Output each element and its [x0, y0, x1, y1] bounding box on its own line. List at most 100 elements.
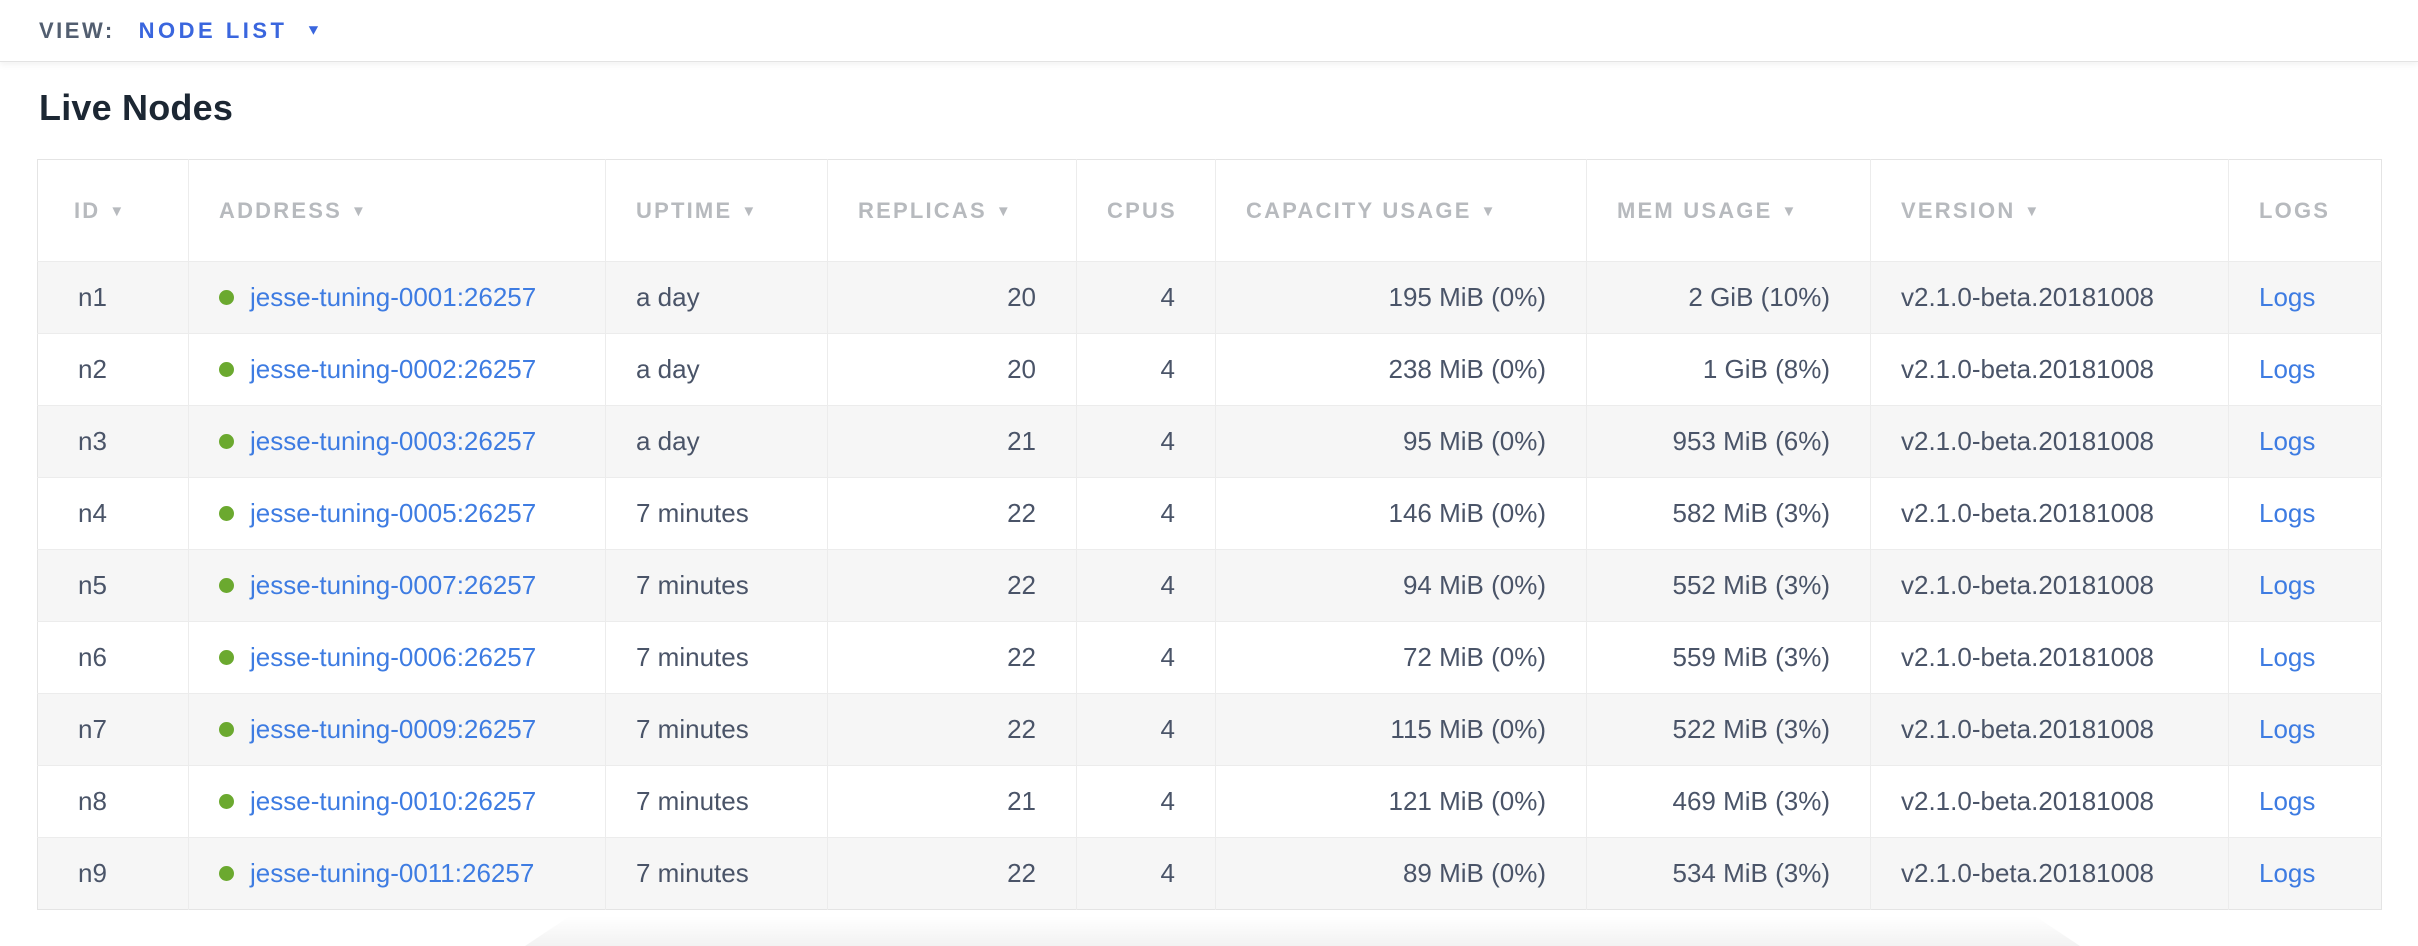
replicas-cell: 20: [827, 333, 1077, 406]
capacity-cell: 72 MiB (0%): [1215, 621, 1587, 694]
mem-cell: 559 MiB (3%): [1586, 621, 1871, 694]
column-header-cpus: CPUS: [1076, 159, 1216, 262]
capacity-cell: 238 MiB (0%): [1215, 333, 1587, 406]
node-live-status-dot-icon: [219, 578, 234, 593]
version-cell: v2.1.0-beta.20181008: [1870, 333, 2229, 406]
mem-cell: 1 GiB (8%): [1586, 333, 1871, 406]
mem-cell: 953 MiB (6%): [1586, 405, 1871, 478]
column-header-id[interactable]: ID ▼: [38, 160, 189, 262]
replicas-cell: 21: [827, 405, 1077, 478]
column-header-label: REPLICAS: [858, 197, 987, 223]
address-cell: jesse-tuning-0006:26257: [188, 621, 606, 694]
table-row: n6 jesse-tuning-0006:26257 7 minutes 22 4 72 …: [37, 621, 2382, 694]
sort-arrow-icon: ▼: [1781, 202, 1799, 220]
address-cell: jesse-tuning-0007:26257: [188, 549, 606, 622]
column-header-version[interactable]: VERSION ▼: [1870, 159, 2229, 262]
column-header-label: ID: [74, 197, 101, 223]
cpus-cell: 4: [1076, 765, 1216, 838]
node-address-link[interactable]: jesse-tuning-0001:26257: [250, 282, 537, 312]
capacity-cell: 94 MiB (0%): [1215, 549, 1587, 622]
capacity-cell: 195 MiB (0%): [1215, 261, 1587, 334]
table-row: n4 jesse-tuning-0005:26257 7 minutes 22 4 146…: [37, 477, 2382, 550]
node-address-link[interactable]: jesse-tuning-0005:26257: [250, 498, 537, 528]
logs-cell: Logs: [2228, 549, 2382, 622]
address-cell: jesse-tuning-0001:26257: [188, 261, 606, 334]
node-address-link[interactable]: jesse-tuning-0011:26257: [250, 858, 535, 888]
address-cell: jesse-tuning-0005:26257: [188, 477, 606, 550]
id-cell: n4: [37, 477, 189, 550]
uptime-cell: 7 minutes: [605, 765, 828, 838]
node-address-link[interactable]: jesse-tuning-0009:26257: [250, 714, 537, 744]
cpus-cell: 4: [1076, 621, 1216, 694]
below-fold-shadow: [525, 916, 2080, 946]
logs-link[interactable]: Logs: [2259, 642, 2316, 672]
column-header-label: ADDRESS: [219, 197, 342, 223]
version-cell: v2.1.0-beta.20181008: [1870, 621, 2229, 694]
column-header-address[interactable]: ADDRESS ▼: [188, 159, 606, 262]
sort-arrow-icon: ▼: [1480, 202, 1498, 220]
replicas-cell: 22: [827, 621, 1077, 694]
column-header-label: MEM USAGE: [1617, 197, 1773, 223]
logs-cell: Logs: [2228, 765, 2382, 838]
logs-link[interactable]: Logs: [2259, 714, 2316, 744]
node-live-status-dot-icon: [219, 434, 234, 449]
logs-link[interactable]: Logs: [2259, 570, 2316, 600]
cpus-cell: 4: [1076, 477, 1216, 550]
id-cell: n6: [37, 621, 189, 694]
column-header-mem[interactable]: MEM USAGE ▼: [1586, 159, 1871, 262]
address-cell: jesse-tuning-0002:26257: [188, 333, 606, 406]
capacity-cell: 89 MiB (0%): [1215, 837, 1587, 910]
capacity-cell: 115 MiB (0%): [1215, 693, 1587, 766]
cpus-cell: 4: [1076, 261, 1216, 334]
node-address-link[interactable]: jesse-tuning-0007:26257: [250, 570, 537, 600]
id-cell: n1: [37, 261, 189, 334]
table-row: n7 jesse-tuning-0009:26257 7 minutes 22 4 115…: [37, 693, 2382, 766]
column-header-label: CPUS: [1107, 197, 1177, 223]
address-cell: jesse-tuning-0011:26257: [188, 837, 606, 910]
logs-cell: Logs: [2228, 621, 2382, 694]
id-cell: n7: [37, 693, 189, 766]
logs-cell: Logs: [2228, 693, 2382, 766]
version-cell: v2.1.0-beta.20181008: [1870, 837, 2229, 910]
logs-link[interactable]: Logs: [2259, 282, 2316, 312]
node-address-link[interactable]: jesse-tuning-0010:26257: [250, 786, 537, 816]
cpus-cell: 4: [1076, 333, 1216, 406]
node-live-status-dot-icon: [219, 866, 234, 881]
sort-arrow-icon: ▼: [741, 202, 759, 220]
column-header-capacity[interactable]: CAPACITY USAGE ▼: [1215, 159, 1587, 262]
version-cell: v2.1.0-beta.20181008: [1870, 765, 2229, 838]
header-row: ID ▼ ADDRESS ▼ UPTIME ▼ REPLICAS ▼ CPUS CAPACITY …: [38, 159, 2382, 262]
id-cell: n8: [37, 765, 189, 838]
view-selector-dropdown[interactable]: NODE LIST ▼: [139, 18, 322, 44]
live-nodes-table-container: ID ▼ ADDRESS ▼ UPTIME ▼ REPLICAS ▼ CPUS CAPACITY …: [37, 159, 2382, 910]
chevron-down-icon: ▼: [305, 22, 322, 38]
mem-cell: 469 MiB (3%): [1586, 765, 1871, 838]
logs-link[interactable]: Logs: [2259, 354, 2316, 384]
uptime-cell: 7 minutes: [605, 549, 828, 622]
version-cell: v2.1.0-beta.20181008: [1870, 693, 2229, 766]
replicas-cell: 22: [827, 549, 1077, 622]
node-address-link[interactable]: jesse-tuning-0003:26257: [250, 426, 537, 456]
logs-link[interactable]: Logs: [2259, 786, 2316, 816]
logs-link[interactable]: Logs: [2259, 498, 2316, 528]
column-header-replicas[interactable]: REPLICAS ▼: [827, 159, 1077, 262]
view-selected-value: NODE LIST: [138, 17, 288, 43]
replicas-cell: 21: [827, 765, 1077, 838]
view-label: VIEW:: [39, 17, 115, 43]
node-address-link[interactable]: jesse-tuning-0006:26257: [250, 642, 537, 672]
node-live-status-dot-icon: [219, 290, 234, 305]
logs-link[interactable]: Logs: [2259, 426, 2316, 456]
mem-cell: 582 MiB (3%): [1586, 477, 1871, 550]
cpus-cell: 4: [1076, 837, 1216, 910]
cpus-cell: 4: [1076, 405, 1216, 478]
capacity-cell: 95 MiB (0%): [1215, 405, 1587, 478]
column-header-uptime[interactable]: UPTIME ▼: [605, 159, 828, 262]
node-address-link[interactable]: jesse-tuning-0002:26257: [250, 354, 537, 384]
table-row: n1 jesse-tuning-0001:26257 a day 20 4 195 MiB…: [37, 261, 2382, 334]
logs-link[interactable]: Logs: [2259, 858, 2316, 888]
uptime-cell: a day: [605, 261, 828, 334]
logs-cell: Logs: [2228, 477, 2382, 550]
sort-arrow-icon: ▼: [2024, 202, 2042, 220]
version-cell: v2.1.0-beta.20181008: [1870, 477, 2229, 550]
capacity-cell: 121 MiB (0%): [1215, 765, 1587, 838]
